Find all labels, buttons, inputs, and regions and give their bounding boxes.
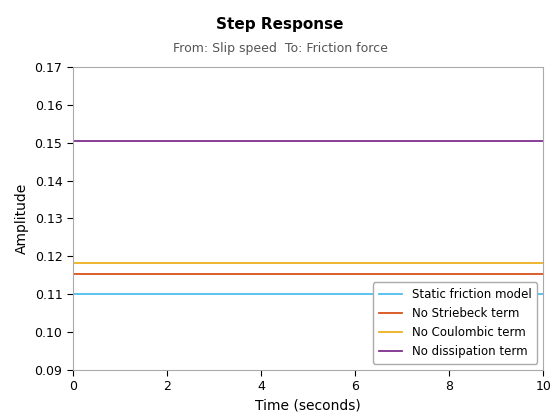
Static friction model: [540, 291, 547, 297]
No dissipation term: [455, 139, 461, 144]
No Striebeck term: [529, 271, 535, 276]
No Striebeck term: [455, 271, 461, 276]
Static friction model: [324, 291, 331, 297]
Legend: Static friction model, No Striebeck term, No Coulombic term, No dissipation term: Static friction model, No Striebeck term…: [373, 282, 537, 364]
No dissipation term: [349, 139, 356, 144]
Static friction model: [296, 291, 302, 297]
No Striebeck term: [293, 271, 300, 276]
No Coulombic term: [455, 260, 461, 265]
No dissipation term: [296, 139, 302, 144]
No Coulombic term: [540, 260, 547, 265]
No dissipation term: [540, 139, 547, 144]
No Coulombic term: [324, 260, 331, 265]
Static friction model: [293, 291, 300, 297]
No dissipation term: [69, 139, 76, 144]
No Coulombic term: [349, 260, 356, 265]
No dissipation term: [324, 139, 331, 144]
Text: Step Response: Step Response: [216, 17, 344, 32]
No dissipation term: [529, 139, 535, 144]
No Striebeck term: [69, 271, 76, 276]
Y-axis label: Amplitude: Amplitude: [15, 183, 29, 254]
No Coulombic term: [69, 260, 76, 265]
No Striebeck term: [296, 271, 302, 276]
Title: Step Response
From: Slip speed  To: Friction force: Step Response From: Slip speed To: Frict…: [0, 419, 1, 420]
No Striebeck term: [324, 271, 331, 276]
Static friction model: [69, 291, 76, 297]
No Coulombic term: [293, 260, 300, 265]
X-axis label: Time (seconds): Time (seconds): [255, 399, 361, 412]
Text: From: Slip speed  To: Friction force: From: Slip speed To: Friction force: [172, 42, 388, 55]
No dissipation term: [293, 139, 300, 144]
No Striebeck term: [349, 271, 356, 276]
Static friction model: [529, 291, 535, 297]
No Coulombic term: [529, 260, 535, 265]
No Striebeck term: [540, 271, 547, 276]
No Coulombic term: [296, 260, 302, 265]
Static friction model: [349, 291, 356, 297]
Static friction model: [455, 291, 461, 297]
